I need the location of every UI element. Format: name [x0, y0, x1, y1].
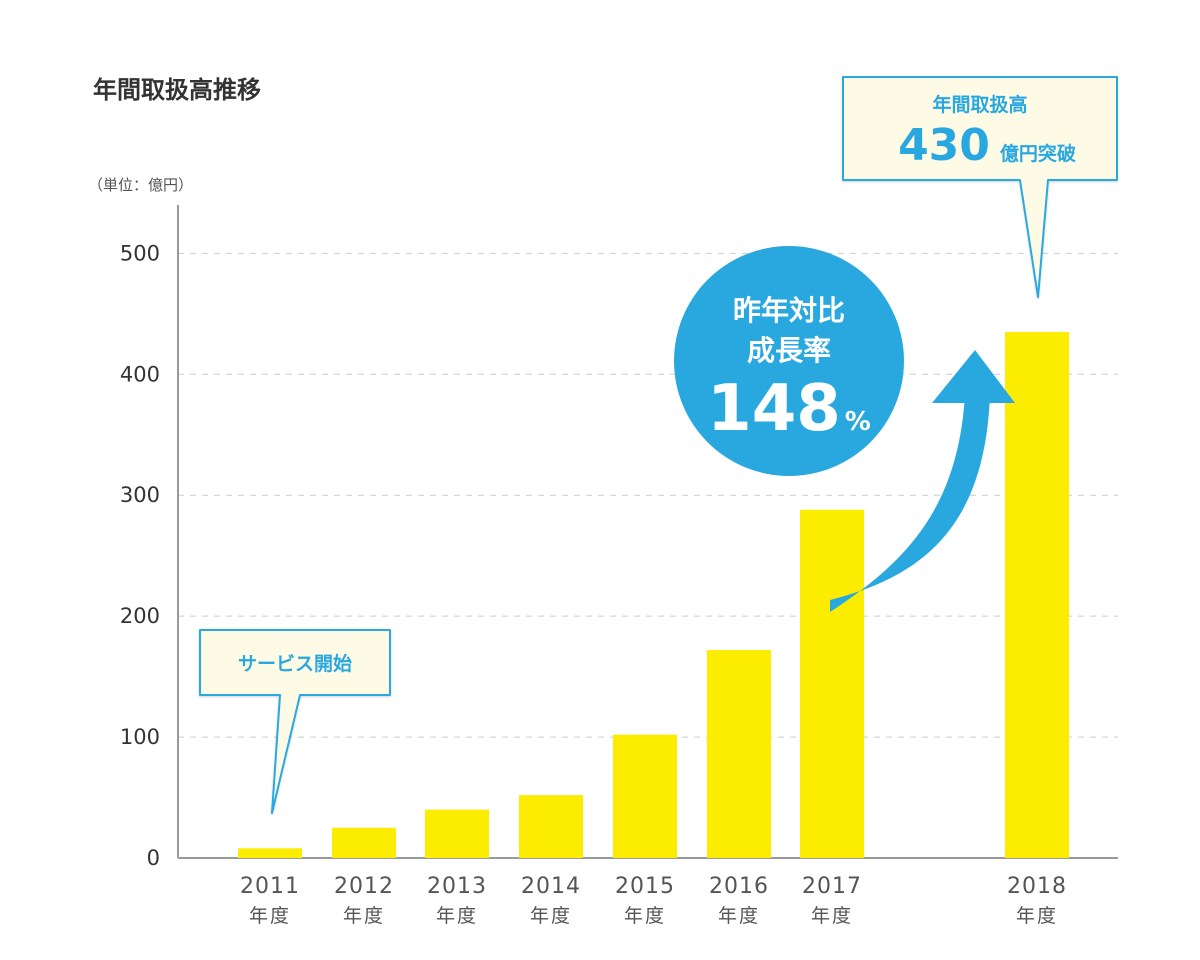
y-tick-label: 500: [120, 241, 160, 265]
bar-2013: [425, 809, 489, 858]
x-tick-year: 2014: [521, 874, 581, 899]
x-tick-year: 2016: [709, 874, 769, 899]
chart-title: 年間取扱高推移: [93, 76, 261, 104]
bars: [238, 331, 1069, 858]
y-tick-label: 400: [120, 362, 160, 386]
bar-2017: [800, 509, 864, 858]
x-tick-year: 2017: [802, 874, 862, 899]
y-tick-label: 100: [120, 725, 160, 749]
bar-2015: [613, 734, 677, 858]
milestone-line1: 年間取扱高: [932, 93, 1027, 116]
x-tick-year: 2011: [240, 874, 300, 899]
x-tick-sublabel: 年度: [718, 905, 760, 927]
y-tick-label: 0: [147, 846, 160, 870]
growth-badge: 昨年対比 成長率 148%: [674, 246, 904, 476]
y-tick-label: 300: [120, 483, 160, 507]
bar-2014: [519, 795, 583, 858]
bar-2018: [1005, 331, 1069, 858]
growth-circle: [674, 246, 904, 476]
y-axis-ticks: 0 100 200 300 400 500: [120, 241, 160, 870]
x-tick-year: 2012: [334, 874, 394, 899]
x-tick-sublabel: 年度: [1016, 905, 1058, 927]
growth-line1: 昨年対比: [733, 294, 845, 327]
x-tick-sublabel: 年度: [530, 905, 572, 927]
milestone-value-line: 430 億円突破: [898, 120, 1076, 171]
service-start-label: サービス開始: [238, 652, 352, 675]
unit-label: （単位：億円）: [88, 176, 193, 194]
x-tick-sublabel: 年度: [436, 905, 478, 927]
x-tick-sublabel: 年度: [343, 905, 385, 927]
milestone-suffix: 億円突破: [1000, 142, 1076, 165]
growth-line2: 成長率: [747, 334, 831, 367]
growth-arrow: [830, 350, 1015, 612]
bar-2016: [707, 650, 771, 858]
x-tick-sublabel: 年度: [249, 905, 291, 927]
milestone-value: 430: [898, 120, 990, 171]
x-tick-year: 2015: [615, 874, 675, 899]
growth-value: 148: [707, 372, 841, 446]
milestone-callout: [842, 76, 1118, 298]
bar-2012: [332, 827, 396, 858]
x-tick-year: 2018: [1007, 874, 1067, 899]
y-tick-label: 200: [120, 604, 160, 628]
service-start-callout: [199, 629, 391, 814]
x-tick-sublabel: 年度: [624, 905, 666, 927]
x-axis-ticks: 2011 年度 2012 年度 2013 年度 2014 年度 2015 年度 2016 年度 2017…: [240, 874, 1067, 927]
x-tick-sublabel: 年度: [811, 905, 853, 927]
bar-2011: [238, 848, 302, 858]
growth-unit: %: [845, 407, 871, 437]
growth-value-line: 148%: [707, 372, 871, 446]
x-tick-year: 2013: [427, 874, 487, 899]
